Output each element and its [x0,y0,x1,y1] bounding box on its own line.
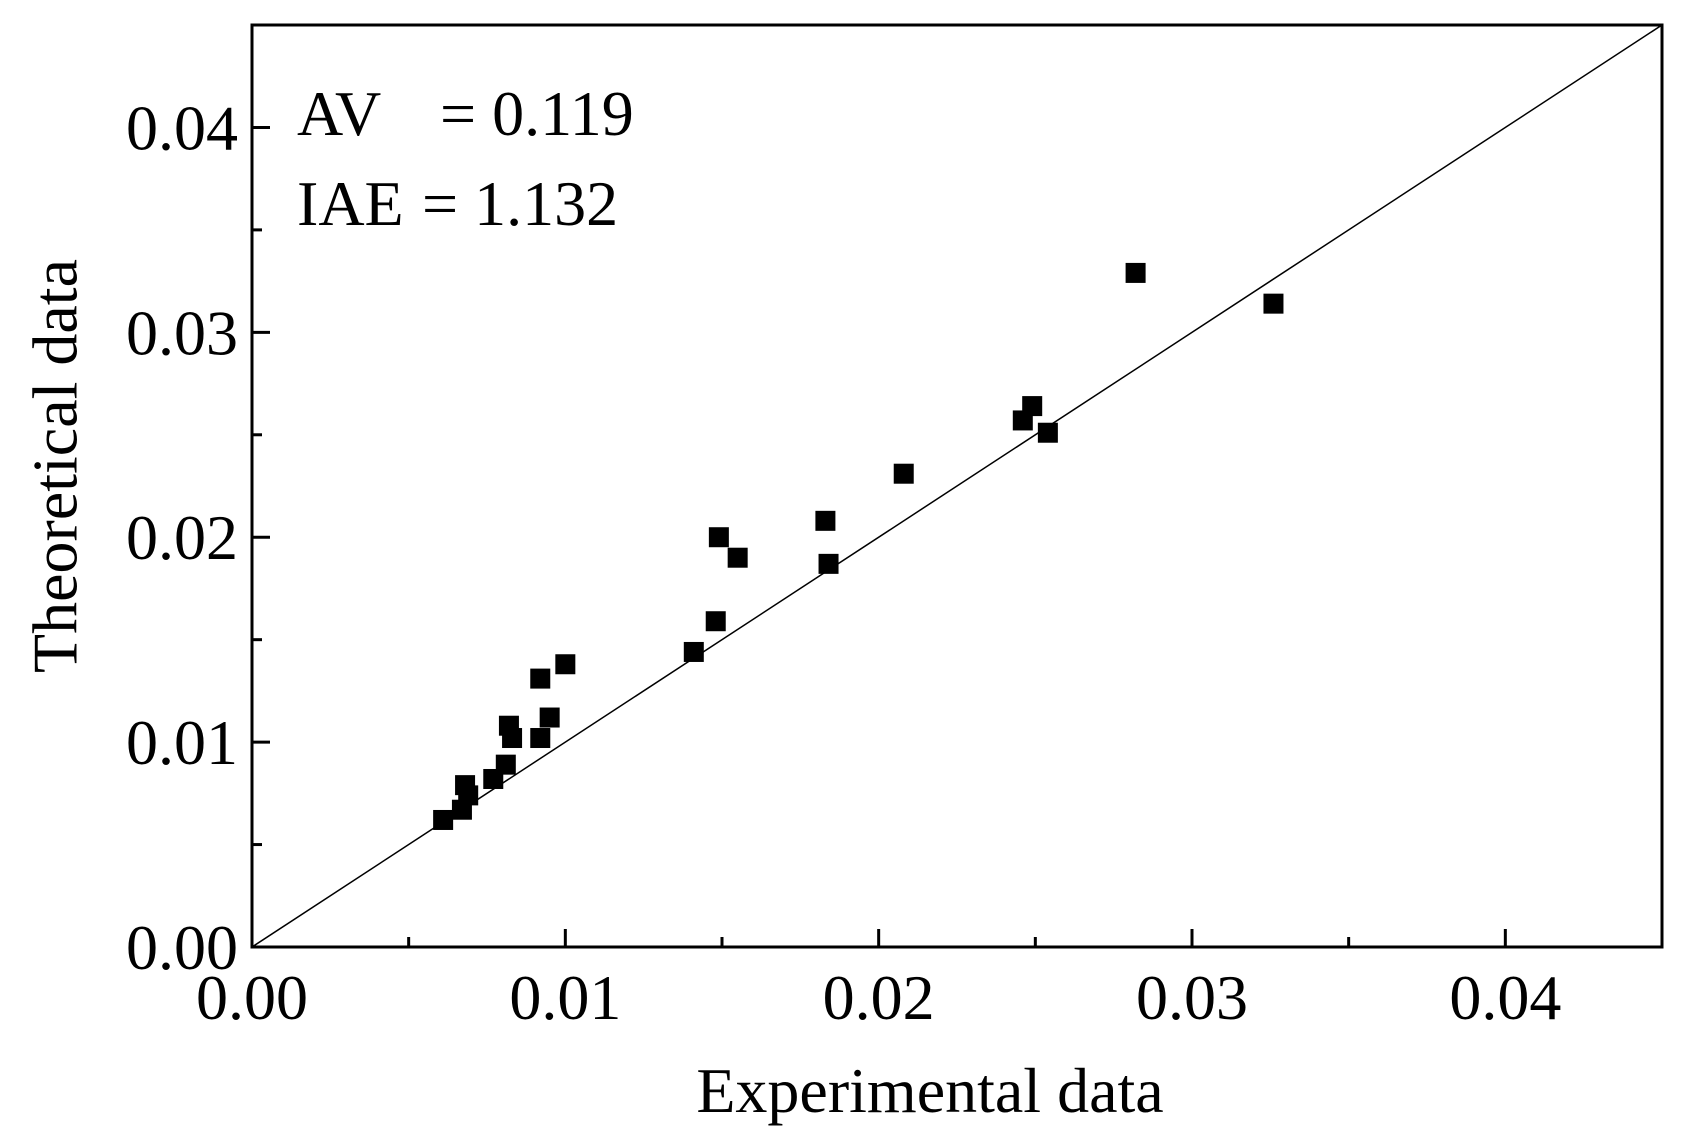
data-point [502,728,523,749]
y-tick-label: 0.04 [126,92,238,163]
y-tick-label: 0.01 [126,707,238,778]
data-point [495,754,516,775]
x-tick-label: 0.04 [1449,962,1561,1033]
data-point [1037,422,1058,443]
data-point [539,707,560,728]
reference-line [251,24,1663,948]
reference-line-group [251,24,1663,948]
y-tick-label: 0.00 [126,912,238,983]
data-point [433,809,454,830]
data-point [530,728,551,749]
y-tick-label: 0.03 [126,297,238,368]
y-tick-label: 0.02 [126,502,238,573]
data-point [727,547,748,568]
data-points-group [433,262,1284,830]
x-tick-label: 0.03 [1136,962,1248,1033]
data-point [1263,293,1284,314]
plot-frame [250,23,1664,949]
data-point [530,668,551,689]
tick-labels-group: 0.00 0.01 0.02 0.03 0.04 0.00 0.01 0.02 0.03 0.04 [126,92,1561,1033]
data-point [683,641,704,662]
x-tick-label: 0.01 [509,962,621,1033]
data-point [815,510,836,531]
annotation-av-label: AV [297,78,381,149]
data-point [818,553,839,574]
data-point [1022,396,1043,417]
x-axis-title: Experimental data [696,1055,1163,1126]
x-tick-label: 0.00 [196,962,308,1033]
data-point [705,611,726,632]
data-point [893,463,914,484]
data-point [458,785,479,806]
x-tick-label: 0.02 [823,962,935,1033]
data-point [708,527,729,548]
annotation-av-value: = 0.119 [440,78,634,149]
data-point [1125,262,1146,283]
annotation-iae-value: = 1.132 [422,168,618,239]
y-axis-title: Theoretical data [20,259,91,673]
data-point [555,654,576,675]
annotation-iae-label: IAE [297,168,404,239]
